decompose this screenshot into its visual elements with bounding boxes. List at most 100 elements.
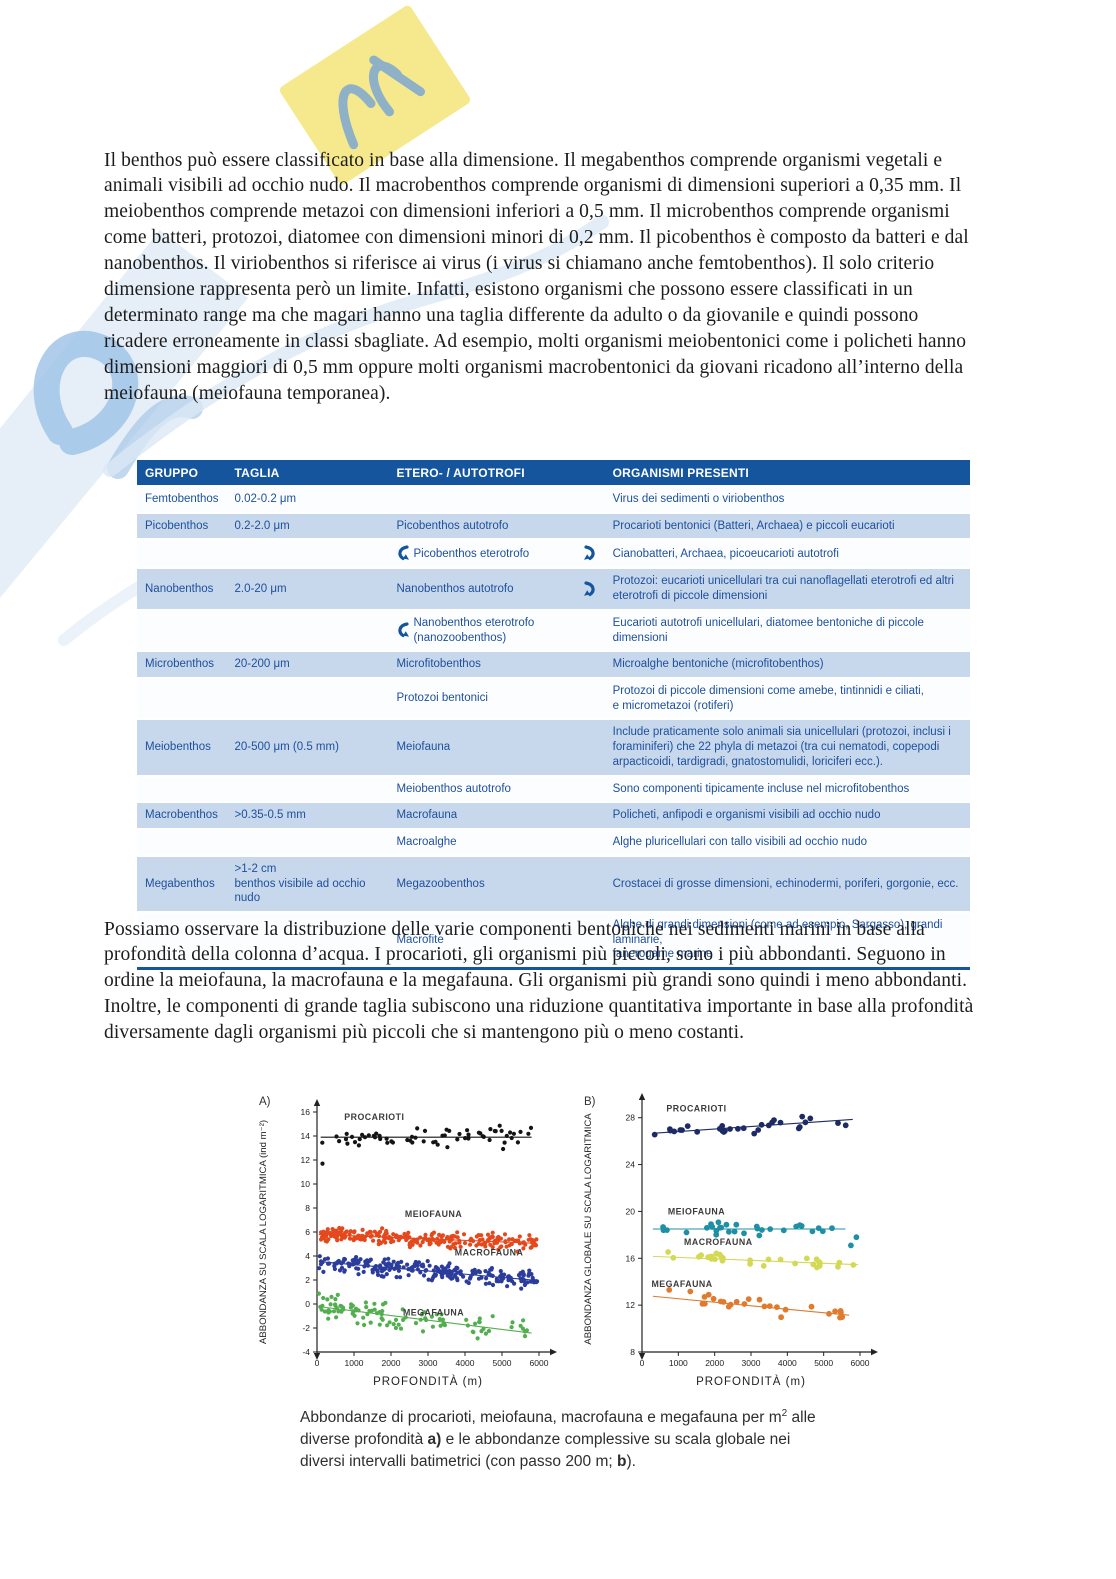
column-header: TAGLIA: [226, 460, 389, 486]
svg-text:5000: 5000: [493, 1358, 512, 1368]
svg-text:1000: 1000: [669, 1358, 688, 1368]
etero-label: Meiofauna: [396, 741, 451, 754]
trend-line: [652, 1255, 859, 1266]
cell-organismi: Procarioti bentonici (Batteri, Archaea) …: [612, 519, 895, 532]
cell-gruppo: [137, 829, 227, 856]
etero-label: Macrofite: [396, 933, 444, 946]
svg-text:1000: 1000: [345, 1358, 364, 1368]
cell-taglia: [227, 776, 389, 803]
curved-arrow-icon: [583, 581, 595, 596]
svg-text:6000: 6000: [530, 1358, 549, 1368]
caption-segment: ).: [626, 1453, 636, 1471]
y-axis-label: ABBONDANZA GLOBALE SU SCALA LOGARITMICA: [583, 1113, 594, 1345]
series-procarioti: PROCARIOTI: [651, 1103, 853, 1138]
svg-text:12: 12: [301, 1155, 311, 1165]
cell-organismi: Alghe pluricellulari con tallo visibili …: [612, 836, 868, 849]
cell-taglia: [227, 829, 389, 856]
axes: [313, 1099, 557, 1360]
svg-text:0: 0: [305, 1299, 310, 1309]
series-meiofauna: MEIOFAUNA: [652, 1206, 860, 1249]
cell-etero: Macroalghe: [388, 829, 604, 856]
trend-line: [318, 1306, 532, 1334]
cell-taglia: 0.2-2.0 μm: [234, 519, 290, 532]
table-row: Macroalghe Alghe pluricellulari con tallo…: [137, 829, 970, 856]
table-row: Macrobenthos >0.35-0.5 mm Macrofauna Polich…: [137, 802, 970, 830]
table-row: Megabenthos >1-2 cm benthos visibile ad o…: [137, 855, 970, 912]
svg-text:20: 20: [626, 1206, 636, 1216]
cell-etero: Macrofite: [388, 912, 604, 969]
etero-label: Protozoi bentonici: [396, 692, 488, 705]
svg-text:6: 6: [305, 1227, 310, 1237]
cell-gruppo: Femtobenthos: [145, 493, 219, 505]
svg-text:2: 2: [305, 1275, 310, 1285]
curved-arrow-icon: [583, 545, 595, 561]
caption-segment: 2: [781, 1408, 788, 1419]
y-axis-label: ABBONDANZA SU SCALA LOGARITMICA (ind m⁻²…: [258, 1120, 269, 1344]
cell-taglia: 0.02-0.2 μm: [234, 493, 297, 505]
svg-text:28: 28: [626, 1113, 636, 1123]
classification-table-wrap: GRUPPO TAGLIA ETERO- / AUTOTROFI ORGANISMI …: [137, 460, 970, 971]
series-label: MACROFAUNA: [684, 1237, 753, 1247]
series-label: MEGAFAUNA: [651, 1279, 712, 1289]
cell-organismi: Policheti, anfipodi e organismi visibili…: [612, 809, 881, 822]
cell-etero: Nanobenthos autotrofo: [388, 568, 604, 609]
table-row: Femtobenthos 0.02-0.2 μm Virus dei sedimen…: [137, 486, 970, 513]
table-row: Microbenthos 20-200 μm Microfitobenthos Mic…: [137, 651, 970, 679]
cell-organismi: Protozoi: eucarioti unicellulari tra cui…: [612, 575, 954, 603]
curved-arrow-icon: [398, 545, 410, 561]
caption-segment: e le abbondanze complessive su scala glo…: [300, 1431, 791, 1471]
etero-label: Megazoobenthos: [396, 877, 485, 890]
svg-text:2000: 2000: [382, 1358, 401, 1368]
cell-gruppo: Megabenthos: [145, 877, 215, 890]
svg-text:0: 0: [640, 1358, 645, 1368]
figure-caption: Abbondanze di procarioti, meiofauna, mac…: [300, 1407, 832, 1473]
paragraph-1: Il benthos può essere classificato in ba…: [104, 149, 969, 404]
svg-text:12: 12: [626, 1300, 636, 1310]
cell-etero: Megazoobenthos: [388, 856, 604, 912]
table-header-row: GRUPPO TAGLIA ETERO- / AUTOTROFI ORGANISMI …: [137, 460, 970, 486]
cell-gruppo: [137, 776, 227, 803]
cell-organismi: Protozoi di piccole dimensioni come ameb…: [612, 685, 924, 712]
cell-gruppo: Picobenthos: [145, 519, 209, 532]
cell-taglia: >1-2 cm benthos visibile ad occhio nudo: [234, 862, 366, 905]
x-axis-label: PROFONDITÀ (m): [373, 1375, 483, 1388]
svg-text:14: 14: [301, 1131, 311, 1141]
cell-gruppo: Nanobenthos: [145, 582, 214, 595]
svg-text:4000: 4000: [778, 1358, 797, 1368]
svg-text:3000: 3000: [742, 1358, 761, 1368]
table-row: Picobenthos eterotrofo Cianobatteri, Arch…: [137, 539, 970, 569]
cell-taglia: >0.35-0.5 mm: [234, 809, 306, 822]
cell-taglia: [227, 610, 389, 651]
table-row: Nanobenthos 2.0-20 μm Nanobenthos autotrof…: [137, 568, 970, 610]
series-label: PROCARIOTI: [344, 1112, 404, 1122]
panel-label: A): [259, 1096, 271, 1108]
etero-label: Meiobenthos autotrofo: [396, 782, 511, 795]
caption-segment: b: [617, 1453, 627, 1471]
cell-organismi: Crostacei di grosse dimensioni, echinode…: [612, 877, 959, 890]
curved-arrow-icon: [398, 622, 410, 638]
cell-organismi: Eucarioti autotrofi unicellulari, diatom…: [612, 616, 924, 644]
tick-labels: 0 1000 2000 3000 4000 5000 6000 8 12 16 20 24 28: [626, 1113, 870, 1368]
panel-label: B): [584, 1096, 596, 1108]
table-row: Picobenthos 0.2-2.0 μm Picobenthos autotro…: [137, 512, 970, 540]
x-axis-label: PROFONDITÀ (m): [696, 1375, 806, 1388]
cell-etero: Meiofauna: [388, 719, 604, 775]
cell-etero: Macrofauna: [388, 802, 604, 829]
etero-label: Picobenthos eterotrofo: [413, 547, 530, 560]
cell-gruppo: Meiobenthos: [145, 741, 211, 754]
svg-text:-4: -4: [302, 1347, 310, 1357]
svg-text:6000: 6000: [851, 1358, 870, 1368]
table-row: Meiobenthos 20-500 μm (0.5 mm) Meiofauna In…: [137, 719, 970, 776]
cell-gruppo: Microbenthos: [145, 658, 215, 671]
svg-text:3000: 3000: [419, 1358, 438, 1368]
series-label: MACROFAUNA: [455, 1247, 524, 1257]
scatter-chart-a: A) 0 1000 2000 3000 4000 5000 6000 -4 -2 0 2 4 6 8 10 12…: [258, 1096, 557, 1388]
svg-text:4: 4: [305, 1251, 310, 1261]
cell-gruppo: Macrobenthos: [145, 809, 218, 822]
trend-line: [318, 1261, 538, 1281]
cell-gruppo: [137, 678, 227, 719]
cell-organismi: Virus dei sedimenti o viriobenthos: [612, 493, 785, 505]
axes: [638, 1093, 878, 1360]
svg-text:16: 16: [626, 1253, 636, 1263]
